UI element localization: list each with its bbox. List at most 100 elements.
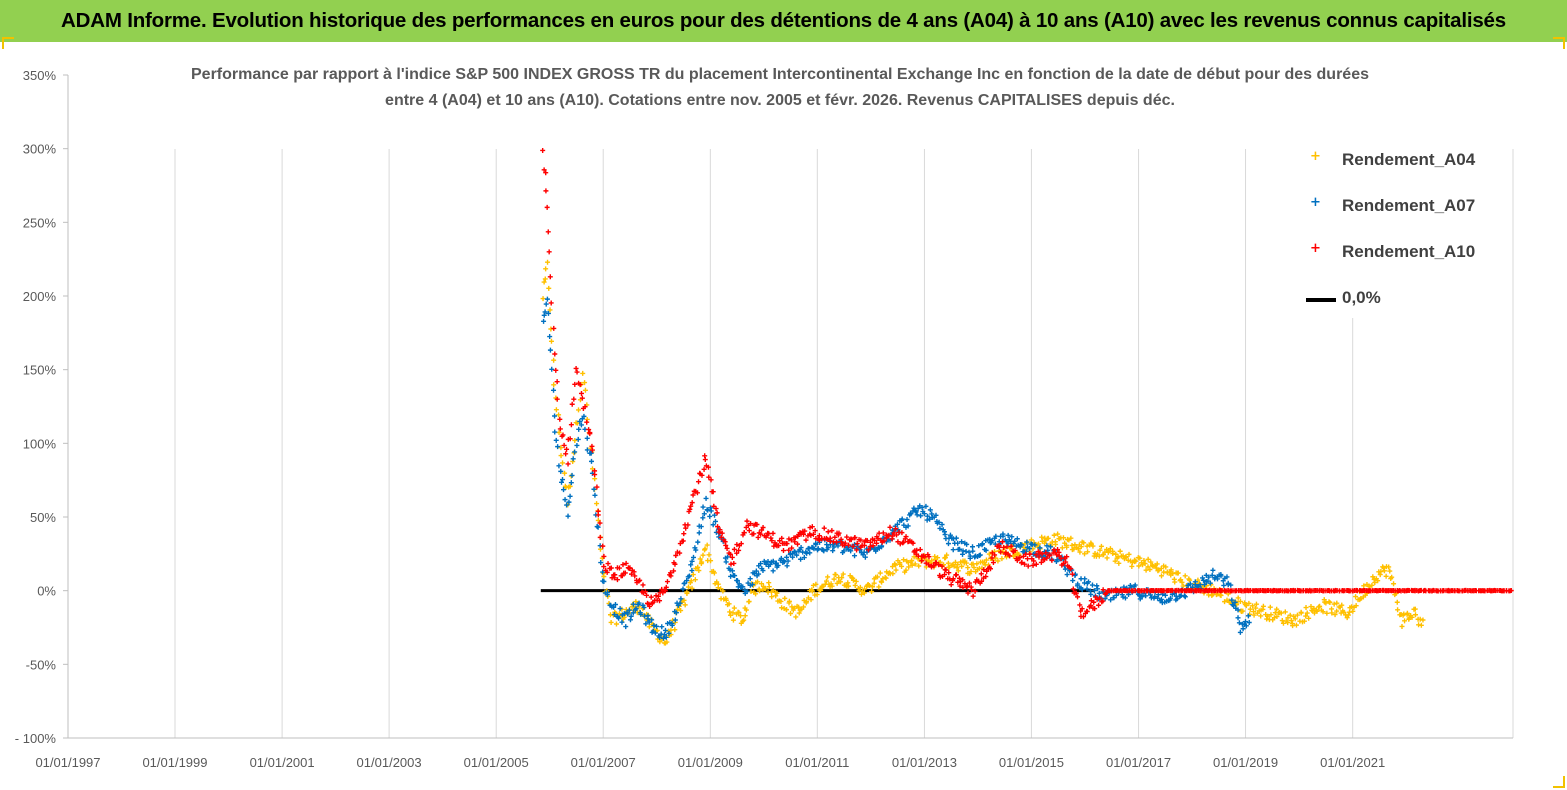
data-point [626,607,632,613]
data-point [542,276,548,282]
data-point [1092,606,1098,612]
data-point [1142,560,1148,566]
data-point [784,554,790,560]
data-point [825,574,831,580]
data-point [939,563,945,569]
data-point [1077,549,1083,555]
y-tick-label: - 100% [15,731,57,746]
data-point [663,634,669,640]
data-point [547,307,553,313]
data-point [554,396,560,402]
data-point [1113,592,1119,598]
data-point [966,549,972,555]
data-point [867,539,873,545]
data-point [1285,620,1291,626]
data-point [727,551,733,557]
data-point [926,554,932,560]
data-point [694,490,700,496]
data-point [588,458,594,464]
data-point [612,602,618,608]
data-point [552,429,558,435]
data-point [659,586,665,592]
data-point [866,582,872,588]
data-point [553,437,559,443]
data-point [808,597,814,603]
data-point [714,510,720,516]
data-point [911,505,917,511]
data-point [801,555,807,561]
data-point [1064,572,1070,578]
data-point [948,582,954,588]
data-point [1097,547,1103,553]
data-point [1162,592,1168,598]
data-point [1282,609,1288,615]
data-point [591,486,597,492]
data-point [918,513,924,519]
data-point [727,567,733,573]
data-point [578,390,584,396]
data-point [890,564,896,570]
data-point [840,571,846,577]
data-point [1372,580,1378,586]
data-point [965,565,971,571]
data-point [950,576,956,582]
data-point [976,543,982,549]
data-point [724,545,730,551]
data-point [1031,558,1037,564]
data-point [848,537,854,543]
data-point [1139,594,1145,600]
data-point [645,616,651,622]
data-point [862,554,868,560]
data-point [839,575,845,581]
y-tick-label: 50% [30,510,56,525]
data-point [1096,590,1102,596]
data-point [1175,570,1181,576]
data-point [802,528,808,534]
chart-title-line1: Performance par rapport à l'indice S&P 5… [191,66,1369,83]
data-point [1063,559,1069,565]
data-point [544,296,550,302]
data-point [980,541,986,547]
data-point [1235,607,1241,613]
data-point [786,598,792,604]
data-point [1358,595,1364,601]
data-point [671,568,677,574]
data-point [1378,569,1384,575]
data-point [568,422,574,428]
data-point [595,517,601,523]
plus-icon: + [1310,195,1321,210]
data-point [770,530,776,536]
data-point [572,449,578,455]
data-point [595,524,601,530]
data-point [1243,623,1249,629]
data-point [936,562,942,568]
data-point [682,580,688,586]
data-point [1339,602,1345,608]
data-point [681,597,687,603]
data-point [565,461,571,467]
data-point [693,547,699,553]
data-point [1008,543,1014,549]
data-point [1278,610,1284,616]
data-point [707,513,713,519]
data-point [1133,558,1139,564]
data-point [763,586,769,592]
data-point [899,530,905,536]
data-point [664,639,670,645]
data-point [989,555,995,561]
data-point [1126,551,1132,557]
data-point [1027,551,1033,557]
data-point [983,557,989,563]
data-point [758,561,764,567]
data-point [908,511,914,517]
data-point [1104,555,1110,561]
data-point [701,511,707,517]
data-point [789,545,795,551]
data-point [696,568,702,574]
data-point [1112,558,1118,564]
data-point [571,396,577,402]
data-point [1159,573,1164,579]
data-point [657,598,663,604]
data-point [1086,579,1092,585]
data-point [584,447,590,453]
